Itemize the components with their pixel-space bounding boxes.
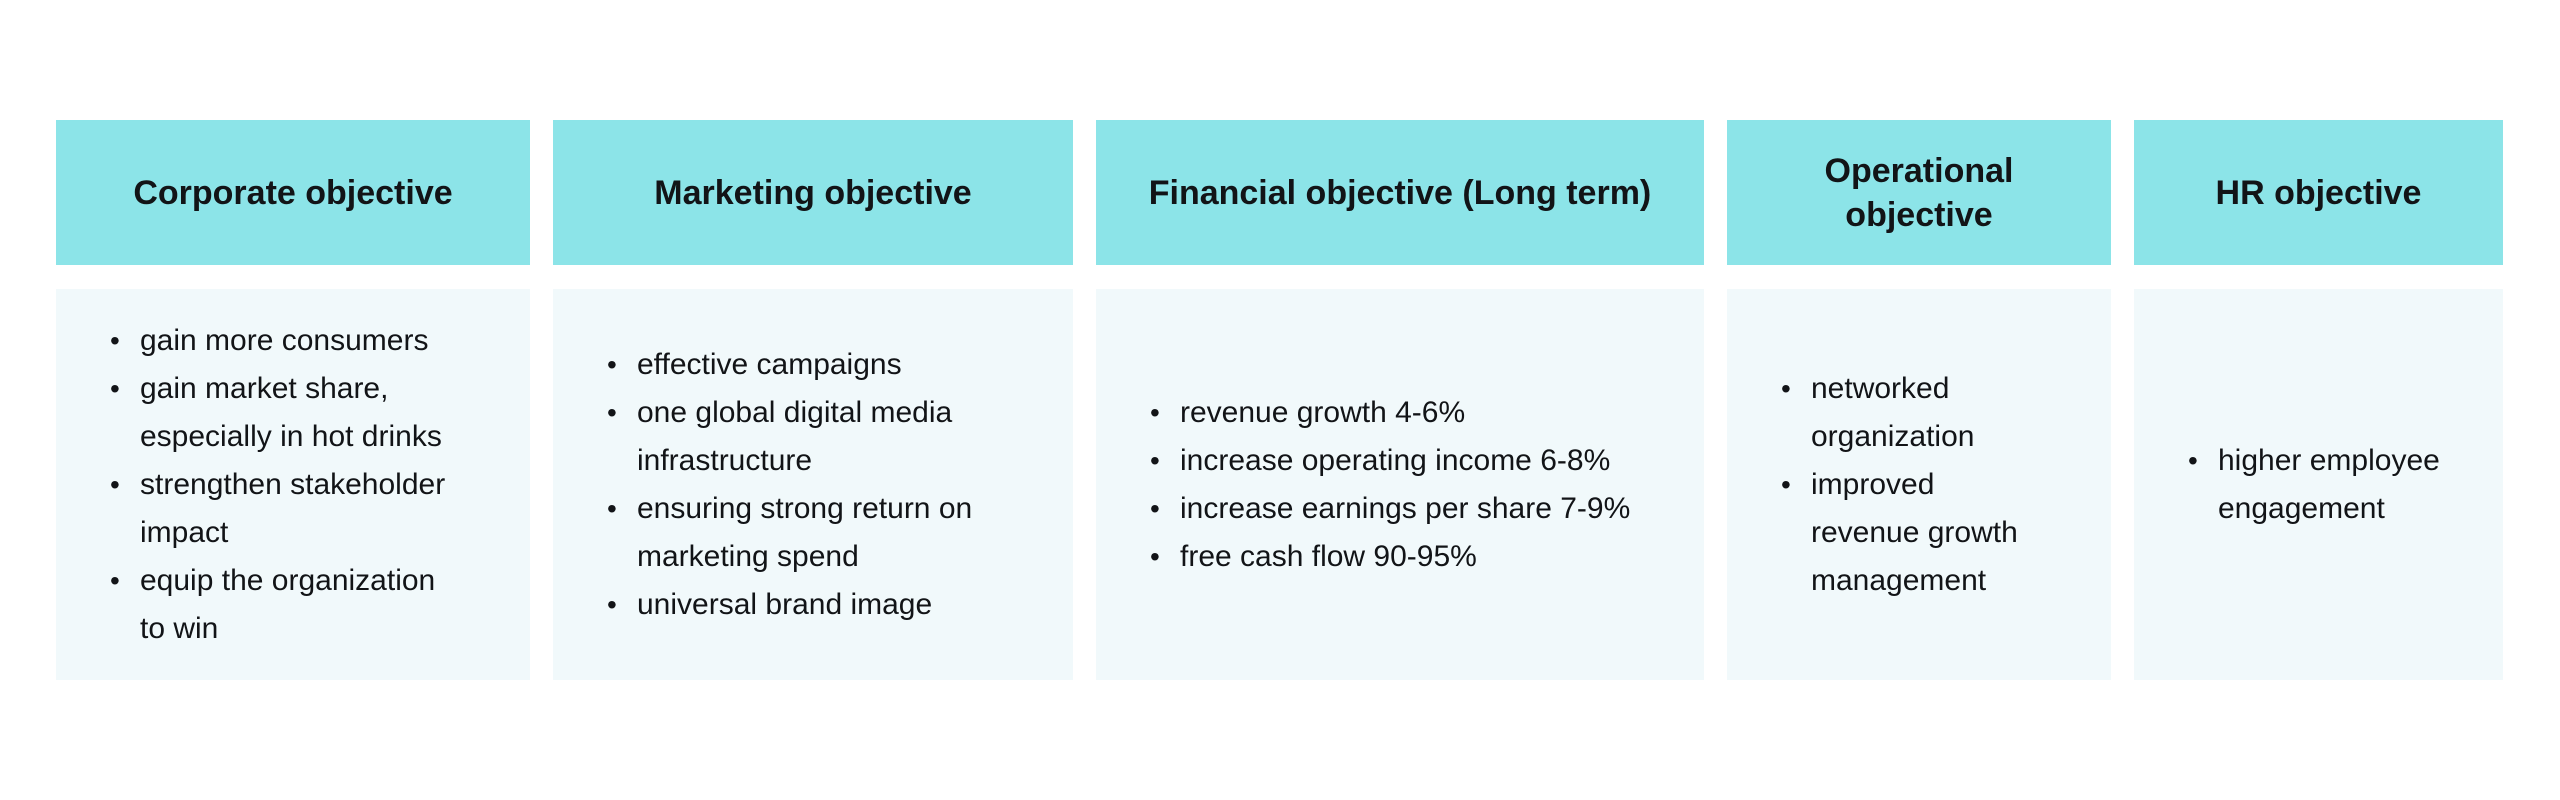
header-hr-objective: HR objective (2134, 120, 2503, 265)
header-label: HR objective (2215, 173, 2422, 212)
header-label: Operational objective (1824, 151, 2014, 234)
bullet-list: revenue growth 4-6% increase operating i… (1096, 389, 1704, 581)
list-item: equip the organization to win (110, 557, 460, 653)
body-marketing-objective: effective campaigns one global digital m… (553, 289, 1073, 680)
list-item: strengthen stakeholder impact (110, 461, 460, 557)
list-item: increase earnings per share 7-9% (1150, 485, 1650, 533)
body-financial-objective: revenue growth 4-6% increase operating i… (1096, 289, 1704, 680)
bullet-list: gain more consumers gain market share, e… (56, 317, 530, 653)
list-item: increase operating income 6-8% (1150, 437, 1650, 485)
header-label: Financial objective (Long term) (1148, 173, 1652, 212)
header-operational-objective: Operational objective (1727, 120, 2111, 265)
body-hr-objective: higher employee engagement (2134, 289, 2503, 680)
header-label: Marketing objective (654, 173, 972, 212)
header-corporate-objective: Corporate objective (56, 120, 530, 265)
bullet-list: higher employee engagement (2134, 437, 2503, 533)
list-item: revenue growth 4-6% (1150, 389, 1650, 437)
body-corporate-objective: gain more consumers gain market share, e… (56, 289, 530, 680)
header-label: Corporate objective (133, 173, 453, 212)
bullet-list: effective campaigns one global digital m… (553, 341, 1073, 629)
header-marketing-objective: Marketing objective (553, 120, 1073, 265)
list-item: networked organization (1781, 365, 2036, 461)
list-item: universal brand image (607, 581, 1057, 629)
list-item: free cash flow 90-95% (1150, 533, 1650, 581)
list-item: ensuring strong return on marketing spen… (607, 485, 1057, 581)
bullet-list: networked organization improved revenue … (1727, 365, 2111, 605)
list-item: gain market share, especially in hot dri… (110, 365, 460, 461)
list-item: effective campaigns (607, 341, 1057, 389)
list-item: one global digital media infrastructure (607, 389, 1057, 485)
header-financial-objective: Financial objective (Long term) (1096, 120, 1704, 265)
body-operational-objective: networked organization improved revenue … (1727, 289, 2111, 680)
list-item: improved revenue growth management (1781, 461, 2036, 605)
list-item: gain more consumers (110, 317, 460, 365)
list-item: higher employee engagement (2188, 437, 2458, 533)
objectives-grid: Corporate objective Marketing objective … (56, 120, 2503, 680)
